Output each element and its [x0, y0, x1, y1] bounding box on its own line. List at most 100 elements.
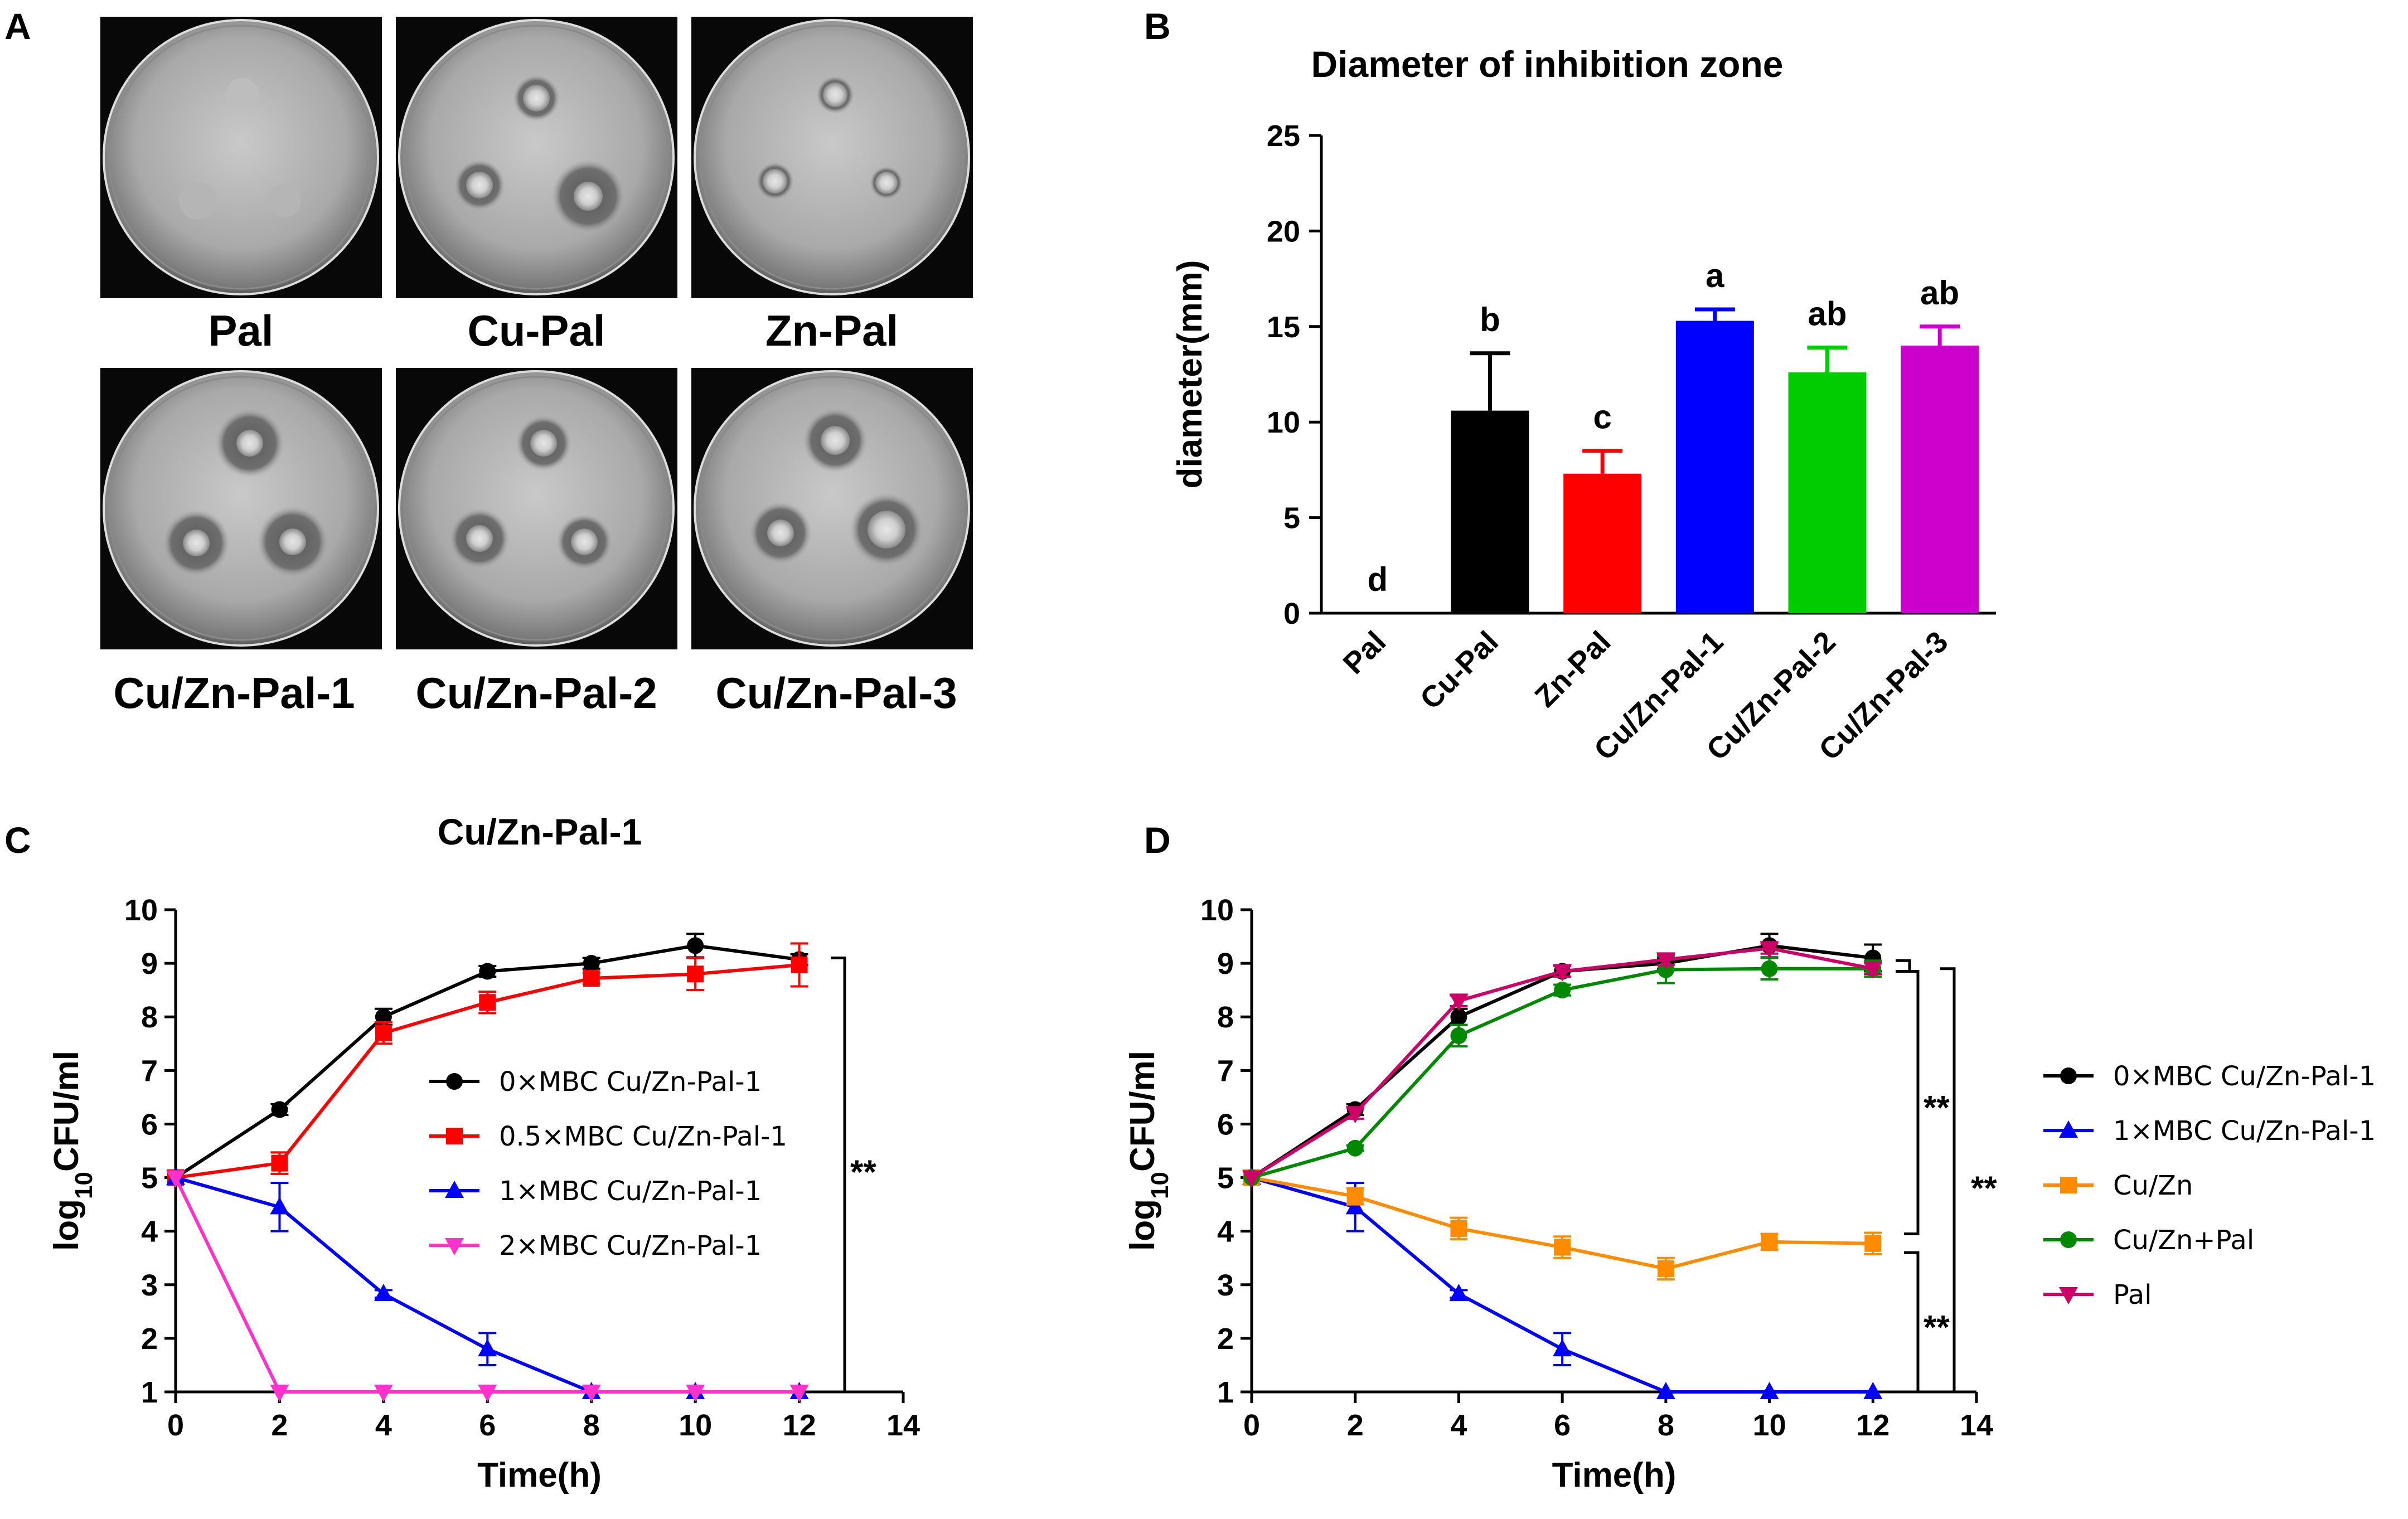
chart-d-bracket-top-group [1896, 959, 1911, 973]
chart-c-significance-label: ** [850, 1153, 876, 1191]
chart-c-legend-marker-1-mbc-cu-zn-pal-1 [445, 1181, 464, 1198]
chart-d-series-line-cu-zn-pal [1251, 967, 1873, 1180]
chart-d-y-tick-label: 2 [1217, 1322, 1234, 1356]
chart-d-significance-label-1: ** [1924, 1089, 1950, 1127]
plate-label-cu-zn-pal-2: Cu/Zn-Pal-2 [415, 668, 657, 717]
chart-d-legend-label-0-mbc-cu-zn-pal-1: 0×MBC Cu/Zn-Pal-1 [2113, 1061, 2376, 1092]
chart-d-x-tick-label: 4 [1450, 1409, 1467, 1442]
chart-c-x-tick-label: 0 [167, 1409, 184, 1442]
sig-letter-cu-zn-pal-1: a [1706, 257, 1724, 294]
chart-c-point-0-5-mbc-cu-zn-pal-1 [271, 1154, 288, 1172]
chart-d-y-tick-label: 7 [1217, 1054, 1234, 1088]
chart-c-point-0-5-mbc-cu-zn-pal-1 [791, 956, 808, 973]
chart-d-point-pal [1242, 1170, 1261, 1188]
chart-c-point-0-5-mbc-cu-zn-pal-1 [583, 970, 600, 987]
chart-b-y-tick-label: 25 [1267, 119, 1300, 153]
chart-b-y-tick-label: 10 [1267, 406, 1300, 439]
chart-c-point-2-mbc-cu-zn-pal-1 [582, 1385, 601, 1402]
chart-d-x-tick-label: 6 [1554, 1409, 1571, 1442]
chart-c-y-tick-label: 4 [141, 1215, 158, 1249]
sig-letter-cu-pal: b [1480, 301, 1500, 338]
chart-c-point-0-5-mbc-cu-zn-pal-1 [479, 994, 496, 1011]
chart-d-legend-label-pal: Pal [2113, 1279, 2152, 1311]
chart-c-point-0-mbc-cu-zn-pal-1 [479, 963, 496, 980]
chart-c-legend-marker-0-5-mbc-cu-zn-pal-1 [446, 1128, 463, 1144]
bar-cu-zn-pal-3 [1901, 346, 1979, 613]
plate-label-cu-zn-pal-3: Cu/Zn-Pal-3 [715, 668, 957, 717]
chart-d-point-cu-zn [1657, 1260, 1674, 1277]
chart-d-y-label: log10CFU/ml [1123, 1051, 1174, 1251]
chart-d-point-cu-zn [1450, 1220, 1467, 1237]
chart-c-legend-marker-2-mbc-cu-zn-pal-1 [445, 1238, 464, 1255]
chart-c-legend-label-2-mbc-cu-zn-pal-1: 2×MBC Cu/Zn-Pal-1 [499, 1230, 762, 1261]
chart-b-y-label: diameter(mm) [1171, 260, 1209, 489]
chart-d-x-tick-label: 14 [1960, 1409, 1993, 1442]
chart-c-y-tick-label: 9 [141, 947, 158, 981]
chart-c-legend-marker-0-mbc-cu-zn-pal-1 [446, 1073, 463, 1090]
chart-d-point-cu-zn [1554, 1239, 1571, 1256]
chart-c-point-0-mbc-cu-zn-pal-1 [271, 1101, 288, 1118]
chart-d-point-pal [1760, 941, 1779, 959]
chart-d-point-cu-zn-pal [1761, 960, 1778, 977]
chart-d-y-tick-label: 1 [1217, 1376, 1234, 1409]
chart-c-title: Cu/Zn-Pal-1 [438, 811, 642, 852]
plate-photo-zn-pal [691, 17, 973, 298]
chart-c-point-0-mbc-cu-zn-pal-1 [375, 1008, 392, 1026]
sig-letter-pal: d [1368, 561, 1388, 598]
chart-d-y-tick-label: 5 [1217, 1162, 1234, 1195]
chart-d-legend-label-cu-zn-pal: Cu/Zn+Pal [2113, 1225, 2254, 1256]
chart-d-legend-marker-0-mbc-cu-zn-pal-1 [2060, 1067, 2077, 1084]
sig-letter-cu-zn-pal-3: ab [1920, 274, 1959, 312]
chart-c-x-tick-label: 12 [783, 1409, 816, 1442]
chart-c-point-0-mbc-cu-zn-pal-1 [583, 955, 600, 972]
chart-c-y-tick-label: 5 [141, 1162, 158, 1195]
chart-c-point-2-mbc-cu-zn-pal-1 [686, 1385, 705, 1402]
chart-b-inhibition-zone: Diameter of inhibition zone 0 5 10 15 20 25 dia… [1171, 43, 1996, 767]
bar-cu-zn-pal-1 [1675, 321, 1754, 613]
chart-d-point-1-mbc-cu-zn-pal-1 [1345, 1197, 1365, 1215]
plate-label-cu-zn-pal-1: Cu/Zn-Pal-1 [113, 668, 355, 717]
plate-photo-pal [100, 17, 382, 298]
panel-a-plates: Pal Cu-Pal Zn-Pal Cu/Zn-Pal-1 Cu/Zn-Pal-… [100, 17, 973, 717]
chart-d-y-tick-label: 9 [1217, 947, 1234, 981]
chart-d-point-pal [1449, 993, 1469, 1011]
chart-b-y-tick-label: 5 [1283, 502, 1300, 535]
chart-c-legend-label-0-mbc-cu-zn-pal-1: 0×MBC Cu/Zn-Pal-1 [499, 1066, 762, 1098]
chart-d-y-tick-label: 6 [1217, 1108, 1234, 1141]
chart-d-x-tick-label: 10 [1753, 1409, 1786, 1442]
chart-d-legend-label-1-mbc-cu-zn-pal-1: 1×MBC Cu/Zn-Pal-1 [2113, 1115, 2376, 1147]
plate-photo-cu-zn-pal-3 [691, 368, 973, 649]
plate-label-pal: Pal [208, 306, 273, 355]
chart-d-significance-label-2: ** [1924, 1309, 1950, 1346]
plate-photo-cu-pal [396, 17, 677, 298]
sig-letter-cu-zn-pal-2: ab [1808, 295, 1847, 333]
chart-d-significance-bracket-2 [1904, 1251, 1920, 1394]
chart-c-point-0-5-mbc-cu-zn-pal-1 [687, 965, 704, 983]
plate-label-zn-pal: Zn-Pal [765, 306, 898, 355]
chart-b-y-tick-label: 0 [1283, 597, 1300, 630]
chart-c-point-2-mbc-cu-zn-pal-1 [478, 1385, 497, 1402]
chart-c-point-1-mbc-cu-zn-pal-1 [270, 1197, 289, 1215]
chart-c-significance-bracket [831, 957, 846, 1394]
chart-d-x-tick-label: 12 [1856, 1409, 1889, 1442]
chart-c-y-tick-label: 1 [141, 1376, 158, 1409]
chart-c-y-tick-label: 2 [141, 1322, 158, 1356]
chart-d-point-pal [1656, 952, 1675, 970]
chart-d-point-cu-zn [1346, 1188, 1364, 1205]
chart-d-point-pal [1863, 961, 1883, 979]
chart-c-point-2-mbc-cu-zn-pal-1 [374, 1385, 393, 1402]
chart-d-significance-label-3: ** [1971, 1169, 1997, 1207]
chart-d-point-pal [1553, 964, 1572, 982]
chart-d-x-tick-label: 8 [1658, 1409, 1674, 1442]
chart-c-legend-label-1-mbc-cu-zn-pal-1: 1×MBC Cu/Zn-Pal-1 [499, 1176, 762, 1207]
chart-d-point-1-mbc-cu-zn-pal-1 [1656, 1382, 1675, 1399]
chart-d-point-cu-zn-pal [1450, 1027, 1467, 1044]
bar-zn-pal [1563, 473, 1642, 613]
chart-c-y-tick-label: 10 [124, 894, 158, 927]
chart-d-legend-marker-cu-zn [2060, 1177, 2077, 1193]
chart-d-y-tick-label: 8 [1217, 1001, 1234, 1034]
chart-c-x-tick-label: 2 [271, 1409, 288, 1442]
chart-d-legend-marker-cu-zn-pal [2060, 1231, 2077, 1248]
